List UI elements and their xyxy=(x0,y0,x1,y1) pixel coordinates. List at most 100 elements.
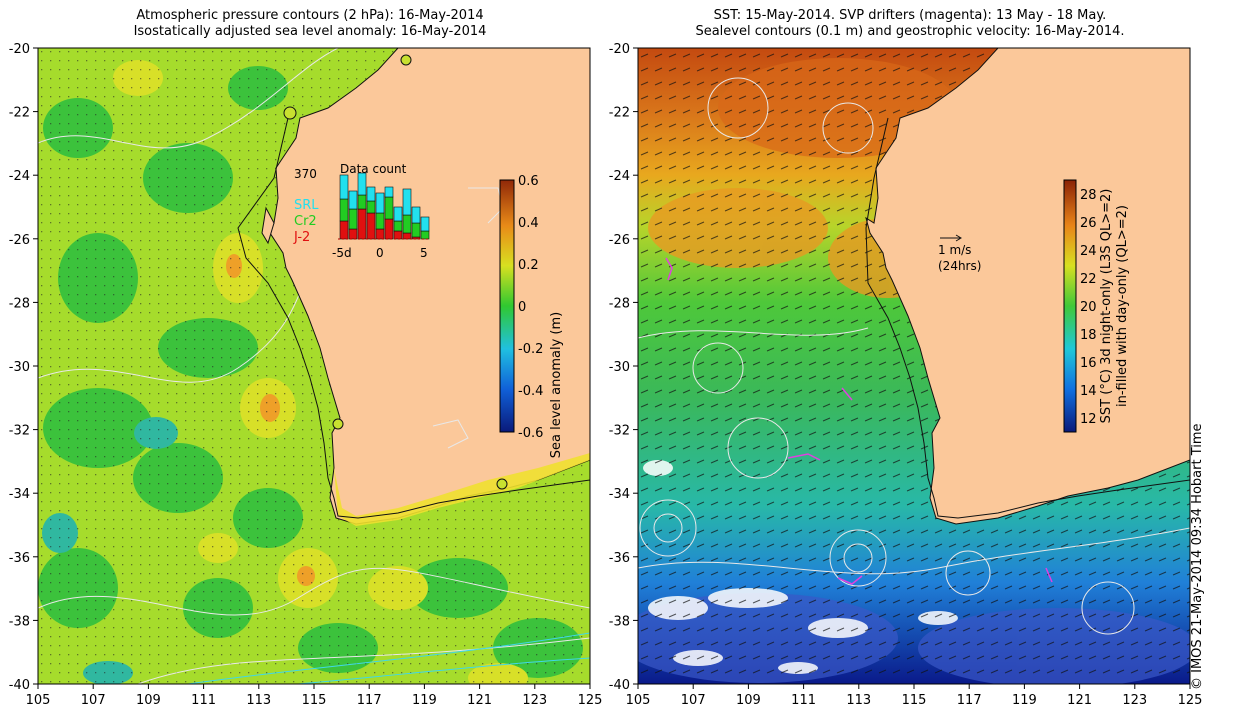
inset-max-label: 370 xyxy=(294,167,317,181)
x-tick-label: 115 xyxy=(302,693,327,708)
y-tick-label: -38 xyxy=(609,614,630,629)
colorbar-tick-label: 20 xyxy=(1080,300,1097,315)
right-title-line2: Sealevel contours (0.1 m) and geostrophi… xyxy=(695,24,1125,39)
copyright-notice: © IMOS 21-May-2014 09:34 Hobart Time xyxy=(1190,423,1205,690)
x-tick-label: 111 xyxy=(191,693,216,708)
inset-bar xyxy=(402,232,412,240)
sea-level-contours xyxy=(638,77,1190,635)
inset-bar xyxy=(393,220,403,232)
y-tick-label: -40 xyxy=(609,678,630,693)
colorbar-tick-label: 28 xyxy=(1080,188,1097,203)
inset-title: Data count xyxy=(340,162,407,176)
x-tick-label: 113 xyxy=(246,693,271,708)
x-tick-label: 121 xyxy=(1067,693,1092,708)
y-tick-label: -36 xyxy=(609,551,630,566)
y-tick-label: -28 xyxy=(609,296,630,311)
inset-xtick-0: 0 xyxy=(376,246,384,260)
y-tick-label: -24 xyxy=(609,169,630,184)
y-tick-label: -30 xyxy=(9,360,30,375)
left-title-line1: Atmospheric pressure contours (2 hPa): 1… xyxy=(136,8,484,23)
colorbar-tick-label: -0.2 xyxy=(518,342,543,357)
colorbar-tick-label: 16 xyxy=(1080,356,1097,371)
left-y-axis: -20 -22 -24 -26 -28 -30 -32 -34 -36 -38 -40 xyxy=(9,42,38,693)
y-tick-label: -32 xyxy=(609,424,630,439)
y-tick-label: -34 xyxy=(9,487,30,502)
left-panel-title: Atmospheric pressure contours (2 hPa): 1… xyxy=(30,8,590,40)
x-tick-label: 113 xyxy=(846,693,871,708)
svp-drifter-tracks xyxy=(665,257,1053,585)
colorbar-tick-label: -0.4 xyxy=(518,384,543,399)
inset-bar xyxy=(411,206,421,224)
x-tick-label: 121 xyxy=(467,693,492,708)
x-tick-label: 117 xyxy=(957,693,982,708)
right-x-axis: 105 107 109 111 113 115 117 119 121 123 125 xyxy=(626,684,1202,708)
inset-bar xyxy=(357,208,367,240)
sea-level-anomaly-map: 105 107 109 111 113 115 117 119 121 123 125 -20 -22… xyxy=(9,42,603,708)
inset-bars xyxy=(339,172,430,240)
inset-bar xyxy=(384,196,394,220)
x-tick-label: 119 xyxy=(1012,693,1037,708)
x-tick-label: 125 xyxy=(578,693,603,708)
y-tick-label: -38 xyxy=(9,614,30,629)
inset-bar xyxy=(402,214,412,234)
x-tick-label: 111 xyxy=(791,693,816,708)
left-title-line2: Isostatically adjusted sea level anomaly… xyxy=(133,24,487,39)
inset-bar xyxy=(366,200,376,214)
y-tick-label: -22 xyxy=(9,106,30,121)
inset-bar xyxy=(348,208,358,230)
x-tick-label: 107 xyxy=(81,693,106,708)
left-x-axis: 105 107 109 111 113 115 117 119 121 123 125 xyxy=(26,684,603,708)
sst-colorbar-label-1: SST (°C) 3d night-only (L3S QL>=2) xyxy=(1099,189,1114,424)
y-tick-label: -30 xyxy=(609,360,630,375)
x-tick-label: 109 xyxy=(736,693,761,708)
inset-bar xyxy=(357,194,367,210)
inset-bar xyxy=(348,228,358,240)
sla-colorbar: 0.6 0.4 0.2 0 -0.2 -0.4 -0.6 Sea level anomaly… xyxy=(499,174,564,458)
inset-xtick-m5: -5d xyxy=(332,246,352,260)
legend-cr2: Cr2 xyxy=(294,214,317,229)
x-tick-label: 105 xyxy=(626,693,651,708)
inset-bar xyxy=(375,212,385,230)
x-tick-label: 117 xyxy=(357,693,382,708)
y-tick-label: -28 xyxy=(9,296,30,311)
scale-label-time: (24hrs) xyxy=(938,259,981,273)
x-tick-label: 123 xyxy=(522,693,547,708)
y-tick-label: -26 xyxy=(609,233,630,248)
pressure-contours-low xyxy=(187,632,590,684)
colorbar-tick-label: 26 xyxy=(1080,216,1097,231)
y-tick-label: -32 xyxy=(9,424,30,439)
x-tick-label: 119 xyxy=(412,693,437,708)
inset-bar xyxy=(420,230,430,240)
y-tick-label: -36 xyxy=(9,551,30,566)
colorbar-tick-label: 14 xyxy=(1080,384,1097,399)
x-tick-label: 115 xyxy=(902,693,927,708)
velocity-scale: 1 m/s (24hrs) xyxy=(938,234,981,273)
x-tick-label: 123 xyxy=(1122,693,1147,708)
y-tick-label: -20 xyxy=(609,42,630,57)
colorbar-tick-label: 0 xyxy=(518,300,526,315)
inset-bar xyxy=(339,174,349,200)
inset-bar xyxy=(393,206,403,222)
colorbar-tick-label: 22 xyxy=(1080,272,1097,287)
colorbar-tick-label: 0.6 xyxy=(518,174,539,189)
sst-colorbar: 28 26 24 22 20 18 16 14 12 SST (°C) 3d night-onl… xyxy=(1063,179,1130,433)
y-tick-label: -22 xyxy=(609,106,630,121)
inset-bar xyxy=(375,192,385,214)
inset-bar xyxy=(393,230,403,240)
scale-label-speed: 1 m/s xyxy=(938,243,971,257)
colorbar-tick-label: 24 xyxy=(1080,244,1097,259)
sla-colorbar-label: Sea level anomaly (m) xyxy=(549,312,564,458)
legend-j2: J-2 xyxy=(293,230,310,245)
x-tick-label: 107 xyxy=(681,693,706,708)
right-y-axis: -20 -22 -24 -26 -28 -30 -32 -34 -36 -38 -40 xyxy=(609,42,638,693)
colorbar-tick-label: 18 xyxy=(1080,328,1097,343)
inset-bar xyxy=(348,190,358,210)
y-tick-label: -34 xyxy=(609,487,630,502)
tide-gauge-markers xyxy=(283,54,508,490)
inset-bar xyxy=(411,222,421,238)
inset-bar xyxy=(339,198,349,222)
inset-xtick-5: 5 xyxy=(420,246,428,260)
y-tick-label: -20 xyxy=(9,42,30,57)
x-tick-label: 105 xyxy=(26,693,51,708)
inset-bar xyxy=(384,186,394,198)
